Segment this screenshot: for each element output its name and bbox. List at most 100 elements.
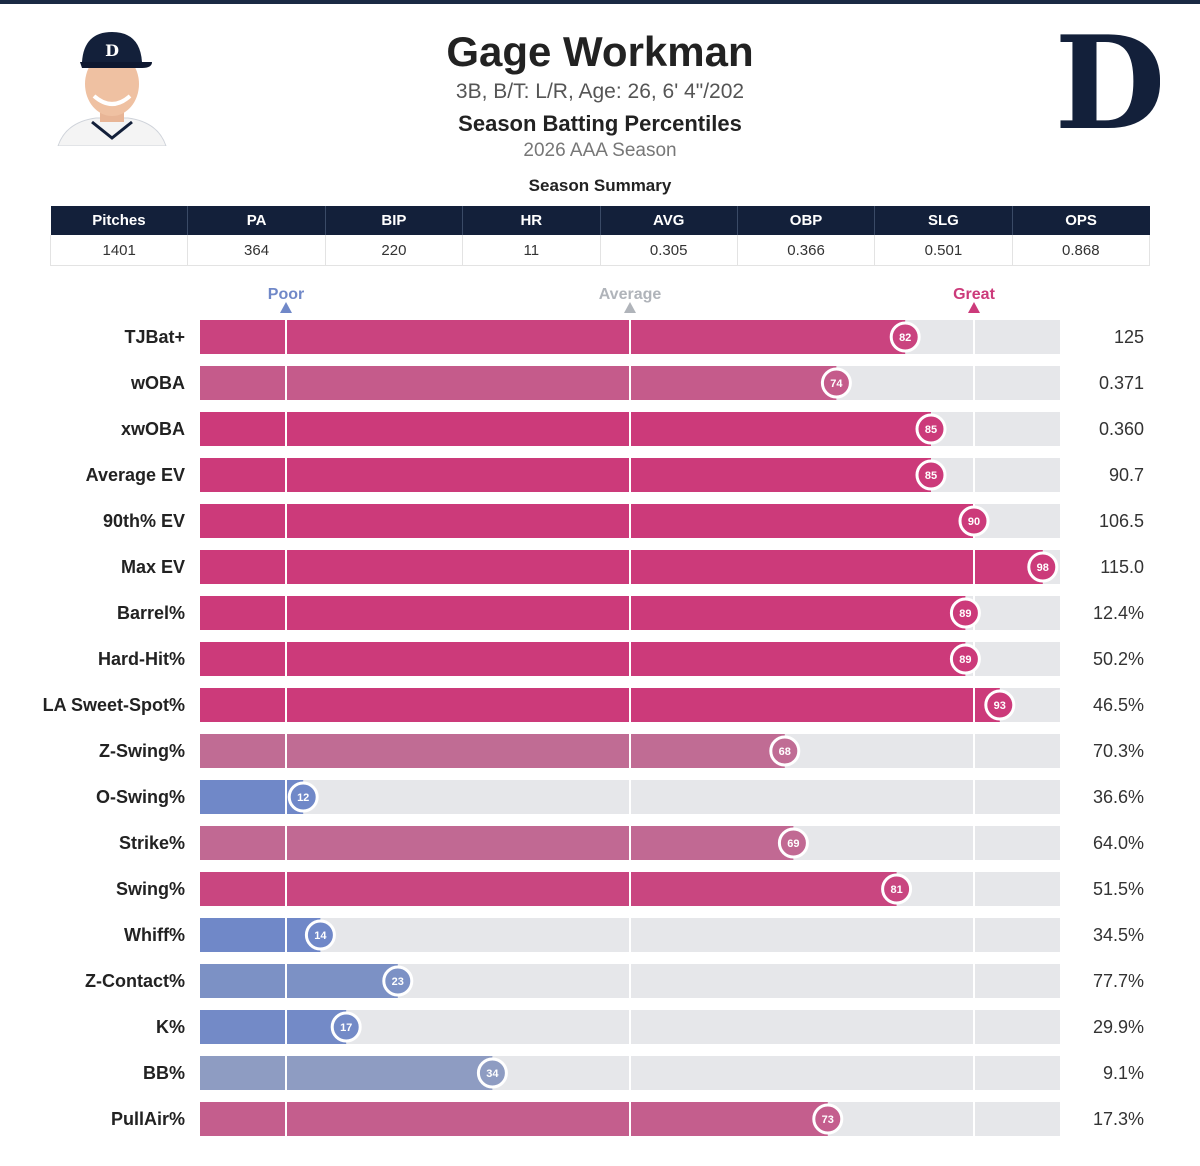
percentile-bar [200, 964, 398, 998]
percentile-label: 85 [925, 424, 937, 436]
summary-header-cell: BIP [325, 206, 464, 235]
season-label: 2026 AAA Season [523, 140, 677, 161]
stat-value: 90.7 [1109, 465, 1144, 485]
percentile-label: 89 [959, 608, 971, 620]
percentile-label: 82 [899, 332, 911, 344]
percentile-label: 89 [959, 654, 971, 666]
summary-header-cell: AVG [600, 206, 738, 235]
summary-value-cell: 364 [187, 235, 326, 266]
percentile-bar [200, 458, 931, 492]
stat-value: 106.5 [1099, 511, 1144, 531]
stat-value: 9.1% [1103, 1063, 1144, 1083]
stat-value: 77.7% [1093, 971, 1144, 991]
percentile-label: 74 [830, 378, 843, 390]
svg-text:D: D [1060, 18, 1160, 148]
metric-label: LA Sweet-Spot% [43, 695, 185, 715]
percentile-label: 73 [822, 1114, 834, 1126]
summary-value-cell: 0.366 [736, 235, 876, 266]
percentile-badge [958, 505, 990, 537]
percentile-label: 34 [486, 1068, 499, 1080]
stat-value: 12.4% [1093, 603, 1144, 623]
stat-value: 0.371 [1099, 373, 1144, 393]
summary-header-cell: OBP [737, 206, 876, 235]
metric-label: Whiff% [124, 925, 185, 945]
summary-value-cell: 0.868 [1011, 235, 1151, 266]
percentile-bar [200, 734, 785, 768]
stat-value: 115.0 [1100, 557, 1144, 577]
percentile-bar [200, 688, 1000, 722]
summary-header-cell: PA [187, 206, 326, 235]
reference-marker-icon [624, 302, 636, 313]
percentile-label: 81 [890, 884, 902, 896]
metric-label: 90th% EV [103, 511, 185, 531]
season-summary-table: Pitches PA BIP HR AVG OBP SLG OPS 1401 3… [49, 206, 1151, 266]
stat-value: 36.6% [1093, 787, 1144, 807]
top-border [0, 0, 1200, 4]
player-meta: 3B, B/T: L/R, Age: 26, 6' 4"/202 [455, 80, 745, 103]
percentile-bar [200, 366, 837, 400]
metric-label: Hard-Hit% [98, 649, 185, 669]
stat-value: 70.3% [1093, 741, 1144, 761]
metric-label: K% [156, 1017, 185, 1037]
percentile-label: 23 [392, 976, 404, 988]
summary-value-cell: 11 [462, 235, 601, 266]
percentile-label: 17 [340, 1022, 352, 1034]
metric-label: xwOBA [121, 419, 185, 439]
summary-header-cell: SLG [874, 206, 1013, 235]
metric-label: BB% [143, 1063, 185, 1083]
metric-label: O-Swing% [96, 787, 185, 807]
percentile-badge [769, 735, 801, 767]
metric-label: Barrel% [117, 603, 185, 623]
percentile-badge [304, 919, 336, 951]
percentile-badge [949, 643, 981, 675]
summary-header-cell: Pitches [50, 206, 189, 235]
percentile-badge [330, 1011, 362, 1043]
percentile-label: 12 [297, 792, 309, 804]
stat-value: 29.9% [1093, 1017, 1144, 1037]
percentile-label: 85 [925, 470, 937, 482]
metric-label: TJBat+ [124, 327, 185, 347]
metric-label: Swing% [116, 879, 185, 899]
metric-label: Strike% [119, 833, 185, 853]
detroit-tigers-d-logo-icon: D [1060, 18, 1160, 148]
summary-value-cell: 0.305 [599, 235, 738, 266]
metric-label: Average EV [86, 465, 185, 485]
chart-title: Season Batting Percentiles [458, 111, 742, 136]
percentile-bar [200, 504, 974, 538]
percentile-bar [200, 918, 321, 952]
header: D Gage Workman 3B, B/T: L/R, Age: 26, 6'… [0, 0, 1200, 200]
metric-label: Z-Contact% [85, 971, 185, 991]
percentile-label: 90 [968, 516, 980, 528]
summary-value-cell: 220 [324, 235, 464, 266]
percentile-bar [200, 550, 1043, 584]
stat-value: 0.360 [1099, 419, 1144, 439]
stat-value: 51.5% [1093, 879, 1144, 899]
svg-text:D: D [105, 41, 119, 60]
summary-header-cell: HR [462, 206, 601, 235]
stat-value: 46.5% [1093, 695, 1144, 715]
reference-marker-icon [968, 302, 980, 313]
summary-value-row: 1401 364 220 11 0.305 0.366 0.501 0.868 [49, 235, 1151, 266]
percentile-badge [287, 781, 319, 813]
percentile-badge [915, 459, 947, 491]
summary-header-cell: OPS [1012, 206, 1150, 235]
percentile-badge [984, 689, 1016, 721]
player-headshot-icon: D [57, 32, 167, 146]
percentile-badge [949, 597, 981, 629]
percentile-bar [200, 412, 931, 446]
metric-label: Z-Swing% [99, 741, 185, 761]
percentile-chart-svg: Poor Average Great 82 TJBat+ 125 74 wOBA 0.371 85… [43, 286, 1144, 1136]
percentile-bar [200, 1102, 828, 1136]
stat-value: 125 [1114, 327, 1144, 347]
reference-label: Poor [268, 286, 304, 303]
percentile-badge [889, 321, 921, 353]
percentile-chart: Poor Average Great 82 TJBat+ 125 74 wOBA 0.371 85… [0, 280, 1200, 1160]
percentile-bar [200, 596, 966, 630]
percentile-badge [476, 1057, 508, 1089]
reference-marker-icon [280, 302, 292, 313]
percentile-bar [200, 1056, 493, 1090]
summary-title: Season Summary [528, 176, 672, 195]
percentile-badge [382, 965, 414, 997]
summary-value-cell: 1401 [49, 235, 189, 266]
percentile-bar [200, 1010, 347, 1044]
